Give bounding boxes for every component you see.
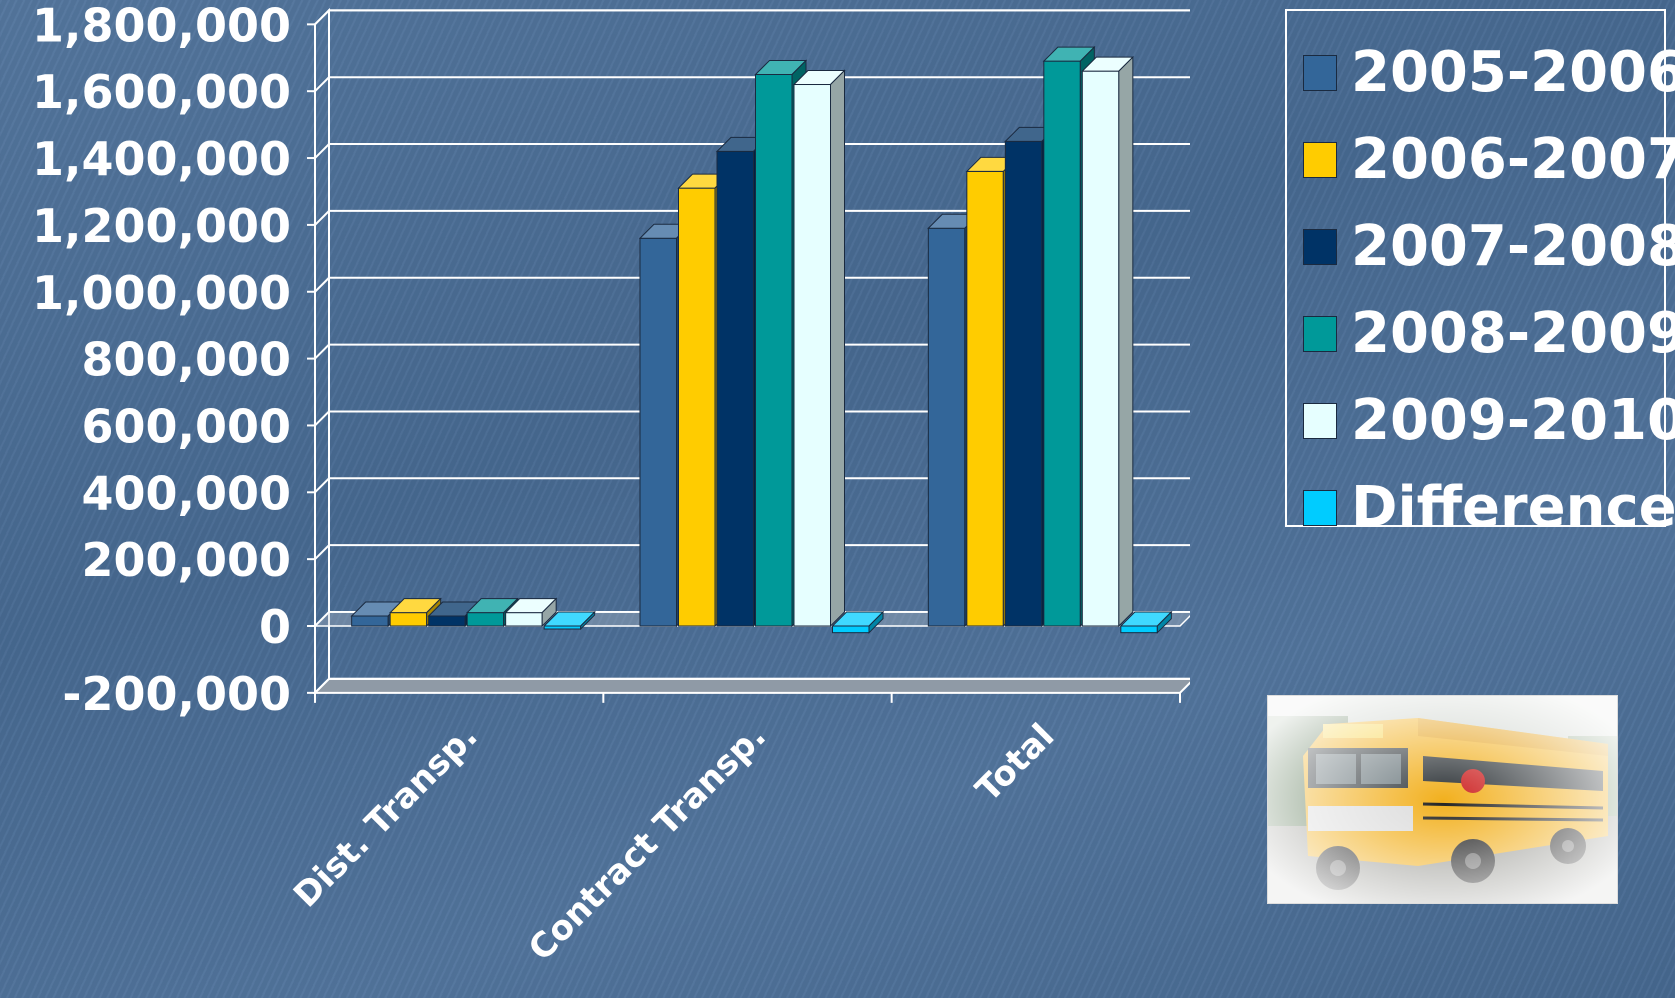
bar-side <box>868 610 884 634</box>
y-tick-label: 1,400,000 <box>32 132 291 186</box>
y-tick-label: -200,000 <box>62 667 291 721</box>
bar-front <box>1004 140 1043 627</box>
bar <box>792 69 846 628</box>
legend-item: 2008-2009 <box>1303 294 1675 374</box>
legend-swatch <box>1303 490 1337 526</box>
bar-side <box>580 610 596 631</box>
bar-front <box>927 227 966 627</box>
legend-item: 2007-2008 <box>1303 207 1675 287</box>
legend-label: Difference <box>1351 475 1675 540</box>
gridline-side <box>314 343 330 360</box>
legend-swatch <box>1303 403 1337 439</box>
bar-side <box>1156 610 1172 634</box>
y-tick-label: 200,000 <box>81 533 291 587</box>
bar <box>1119 610 1173 634</box>
bar-side <box>1118 55 1134 628</box>
school-bus-photo <box>1267 695 1618 904</box>
bar <box>831 610 885 634</box>
bar-front <box>351 615 389 627</box>
bar-front <box>466 612 505 627</box>
bar-front <box>755 73 793 627</box>
gridline-side <box>314 143 330 159</box>
legend-item: 2009-2010 <box>1303 381 1675 461</box>
y-tick-label: 1,200,000 <box>32 199 291 253</box>
floor <box>312 677 1190 694</box>
y-tick-label: 1,000,000 <box>32 266 291 320</box>
gridline-side <box>314 477 330 494</box>
bar-front <box>505 612 543 627</box>
legend-item: Difference <box>1303 468 1675 548</box>
bar <box>1081 55 1135 628</box>
legend-item: 2005-2006 <box>1303 33 1675 113</box>
legend-swatch <box>1303 142 1337 178</box>
legend-label: 2008-2009 <box>1351 301 1675 366</box>
y-tick-label: 1,600,000 <box>32 65 291 119</box>
legend-label: 2007-2008 <box>1351 214 1675 279</box>
legend-label: 2006-2007 <box>1351 127 1675 192</box>
gridline-side <box>314 9 330 26</box>
bar-front <box>428 615 466 627</box>
y-tick-label: 800,000 <box>81 333 291 387</box>
legend-swatch <box>1303 316 1337 352</box>
legend-label: 2009-2010 <box>1351 388 1675 453</box>
bar-side <box>830 69 845 628</box>
legend-item: 2006-2007 <box>1303 120 1675 200</box>
gridline-side <box>314 410 330 427</box>
legend-swatch <box>1303 229 1337 265</box>
legend-swatch <box>1303 55 1337 91</box>
bar <box>388 597 442 628</box>
bar-front <box>1043 60 1081 627</box>
bar-chart: 1,800,000 1,600,000 1,400,000 1,200,000 1,00… <box>32 0 1190 969</box>
bar-front <box>1081 70 1120 627</box>
gridline-side <box>314 544 330 560</box>
gridline-side <box>314 277 330 293</box>
x-category-label: Dist. Transp. <box>286 716 485 915</box>
y-tick-label: 1,800,000 <box>32 0 291 52</box>
legend-label: 2005-2006 <box>1351 40 1675 105</box>
bar-side <box>541 597 557 628</box>
bar <box>504 597 558 628</box>
bar-front <box>793 84 831 627</box>
bar-front <box>832 625 870 634</box>
y-tick-label: 0 <box>259 600 291 654</box>
bar-front <box>389 612 428 627</box>
bar-front <box>716 150 754 627</box>
x-category-label: Total <box>968 716 1062 810</box>
bar-front <box>678 187 716 627</box>
bar <box>542 610 596 631</box>
bar-front <box>1120 625 1158 634</box>
legend: 2005-2006 2006-2007 2007-2008 2008-2009 2009… <box>1285 9 1675 536</box>
y-tick-label: 600,000 <box>81 399 291 453</box>
y-tick-label: 400,000 <box>81 466 291 520</box>
bar-front <box>639 237 677 627</box>
gridline-side <box>314 76 330 92</box>
gridline-side <box>314 210 330 226</box>
gridline-side <box>314 678 330 694</box>
bar-front <box>966 170 1004 627</box>
x-category-label: Contract Transp. <box>521 716 774 969</box>
